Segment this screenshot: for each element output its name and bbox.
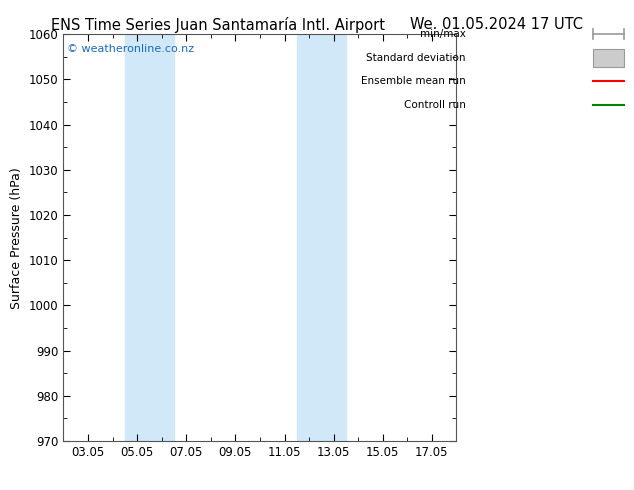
Text: Controll run: Controll run — [404, 100, 466, 110]
Text: We. 01.05.2024 17 UTC: We. 01.05.2024 17 UTC — [410, 17, 583, 32]
Text: © weatheronline.co.nz: © weatheronline.co.nz — [67, 45, 195, 54]
Text: Ensemble mean run: Ensemble mean run — [361, 76, 466, 86]
Text: min/max: min/max — [420, 29, 466, 39]
Bar — [125, 34, 174, 441]
Text: ENS Time Series Juan Santamaría Intl. Airport: ENS Time Series Juan Santamaría Intl. Ai… — [51, 17, 385, 33]
Text: Standard deviation: Standard deviation — [366, 53, 466, 63]
Bar — [297, 34, 346, 441]
Y-axis label: Surface Pressure (hPa): Surface Pressure (hPa) — [10, 167, 23, 309]
